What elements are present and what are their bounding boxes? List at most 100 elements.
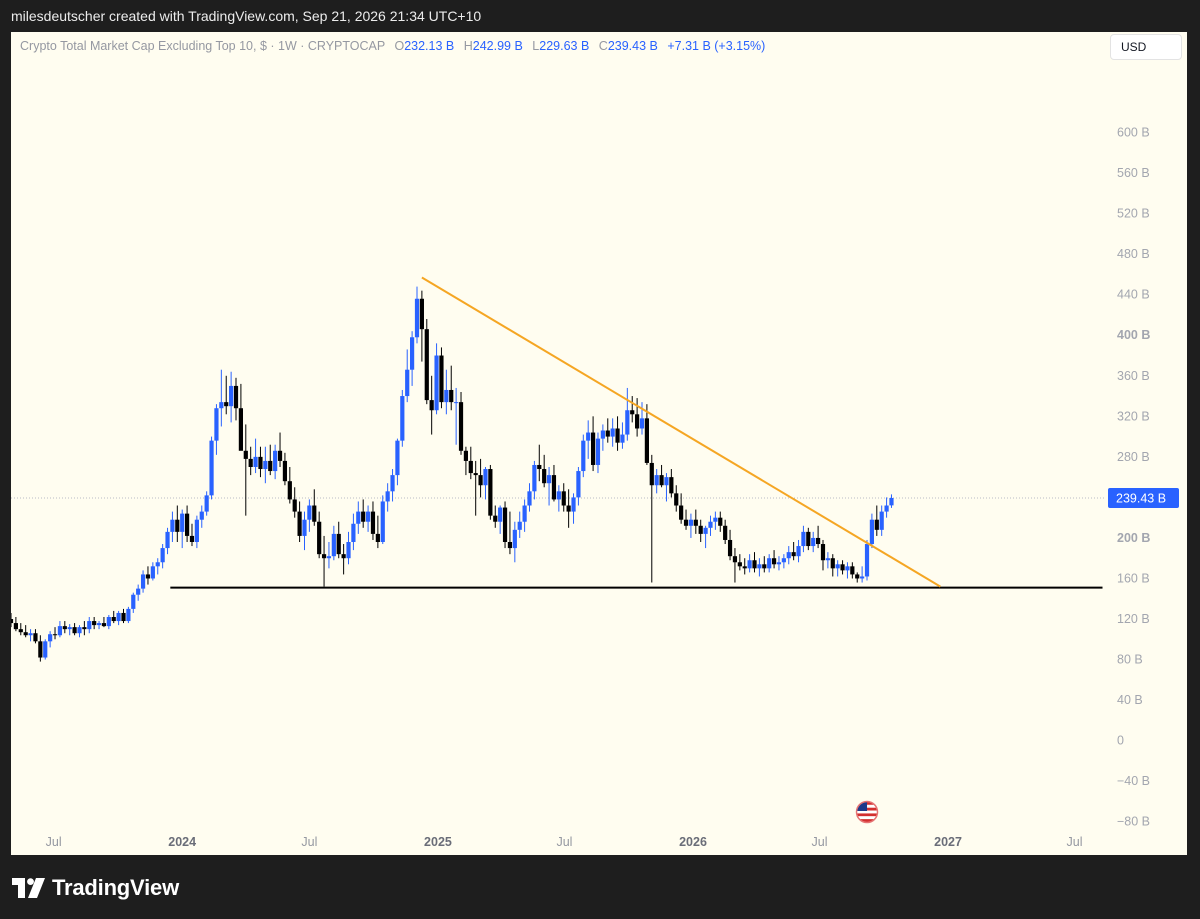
candle-body bbox=[752, 560, 757, 569]
candle-body bbox=[170, 519, 175, 532]
candle bbox=[165, 527, 170, 555]
candle bbox=[551, 464, 557, 502]
close-value: 239.43 B bbox=[607, 39, 658, 53]
candle-body bbox=[512, 529, 517, 549]
candle-body bbox=[43, 641, 48, 658]
candle bbox=[708, 515, 713, 536]
currency-button[interactable]: USD bbox=[1110, 34, 1182, 60]
candle-body bbox=[620, 434, 625, 443]
candle-body bbox=[375, 533, 380, 542]
candle-body bbox=[165, 531, 170, 549]
candle-body bbox=[830, 558, 835, 569]
candle-body bbox=[449, 389, 454, 403]
candle-body bbox=[351, 523, 356, 542]
candle bbox=[767, 554, 772, 573]
us-flag-event-icon[interactable] bbox=[855, 800, 879, 824]
candle-body bbox=[791, 552, 796, 557]
candle bbox=[57, 621, 63, 638]
candle bbox=[502, 501, 508, 549]
candle-body bbox=[811, 537, 816, 547]
candle bbox=[659, 464, 664, 488]
candle-body bbox=[498, 507, 503, 522]
candle-body bbox=[483, 469, 488, 486]
candle-body bbox=[576, 471, 581, 498]
candle bbox=[546, 467, 552, 506]
candle bbox=[669, 469, 674, 498]
tradingview-brand[interactable]: TradingView bbox=[12, 875, 179, 901]
x-tick-label: Jul bbox=[46, 835, 62, 849]
candle-body bbox=[669, 477, 674, 494]
candle-body bbox=[72, 627, 77, 634]
y-tick-label: 440 B bbox=[1117, 288, 1150, 302]
candle bbox=[889, 494, 894, 508]
open-label: O bbox=[394, 39, 405, 53]
candle-body bbox=[590, 432, 596, 465]
candle bbox=[170, 511, 175, 542]
candle-body bbox=[116, 612, 121, 622]
candle bbox=[150, 562, 155, 581]
candle-body bbox=[796, 546, 801, 557]
candle-body bbox=[155, 562, 160, 567]
candle-body bbox=[864, 544, 870, 577]
candle-body bbox=[199, 511, 204, 520]
candle bbox=[439, 347, 444, 409]
candle-body bbox=[23, 632, 28, 636]
candle bbox=[884, 497, 889, 518]
candle bbox=[297, 501, 302, 542]
candle bbox=[175, 505, 180, 542]
low-label: L bbox=[532, 39, 540, 53]
x-tick-label: Jul bbox=[301, 835, 317, 849]
candle-body bbox=[307, 505, 312, 520]
candle bbox=[776, 556, 782, 571]
candle-body bbox=[776, 562, 782, 565]
candle bbox=[429, 375, 434, 435]
candle-body bbox=[52, 634, 58, 636]
candle bbox=[331, 525, 336, 561]
candle bbox=[321, 535, 327, 587]
candle bbox=[649, 454, 654, 583]
y-tick-label: 600 B bbox=[1117, 126, 1150, 140]
candle-body bbox=[175, 519, 180, 532]
candle bbox=[282, 452, 288, 486]
ohlc-legend: Crypto Total Market Cap Excluding Top 10… bbox=[20, 39, 765, 53]
candle-body bbox=[742, 566, 747, 569]
candle bbox=[224, 375, 229, 415]
tradingview-logo-icon bbox=[12, 878, 45, 898]
candle bbox=[356, 501, 361, 534]
candle-body bbox=[219, 402, 224, 409]
candle-body bbox=[473, 473, 478, 476]
candle-body bbox=[522, 505, 527, 522]
candle bbox=[326, 542, 332, 569]
last-price-label: 239.43 B bbox=[1116, 491, 1166, 505]
candle-body bbox=[527, 491, 532, 506]
candle bbox=[811, 531, 816, 553]
candle bbox=[517, 511, 522, 538]
y-tick-label: 160 B bbox=[1117, 571, 1150, 585]
candle bbox=[654, 469, 659, 494]
candle bbox=[688, 513, 694, 538]
chart-panel[interactable]: 600 B 560 B 520 B 480 B 440 B 400 B 360 B 320 B… bbox=[11, 32, 1187, 855]
candle bbox=[527, 483, 532, 512]
candle bbox=[493, 505, 498, 528]
candle bbox=[732, 548, 738, 583]
open-value: 232.13 B bbox=[404, 39, 455, 53]
candle bbox=[72, 623, 77, 636]
candle-body bbox=[287, 481, 292, 500]
change-value: +7.31 B (+3.15%) bbox=[667, 39, 766, 53]
candle bbox=[473, 460, 478, 516]
candle-body bbox=[571, 497, 576, 512]
candle bbox=[664, 473, 669, 502]
candle bbox=[361, 499, 366, 528]
price-chart[interactable]: 600 B 560 B 520 B 480 B 440 B 400 B 360 B 320 B… bbox=[11, 32, 1187, 855]
candle bbox=[747, 554, 752, 573]
candle bbox=[840, 560, 845, 575]
candle-body bbox=[737, 562, 742, 567]
candle-body bbox=[825, 558, 830, 561]
candle bbox=[674, 485, 679, 512]
candle-body bbox=[488, 469, 493, 516]
x-tick-label: Jul bbox=[812, 835, 828, 849]
y-tick-label: 280 B bbox=[1117, 450, 1150, 464]
candle-body bbox=[835, 564, 840, 569]
candle-body bbox=[542, 469, 547, 484]
symbol-title: Crypto Total Market Cap Excluding Top 10… bbox=[20, 39, 385, 53]
